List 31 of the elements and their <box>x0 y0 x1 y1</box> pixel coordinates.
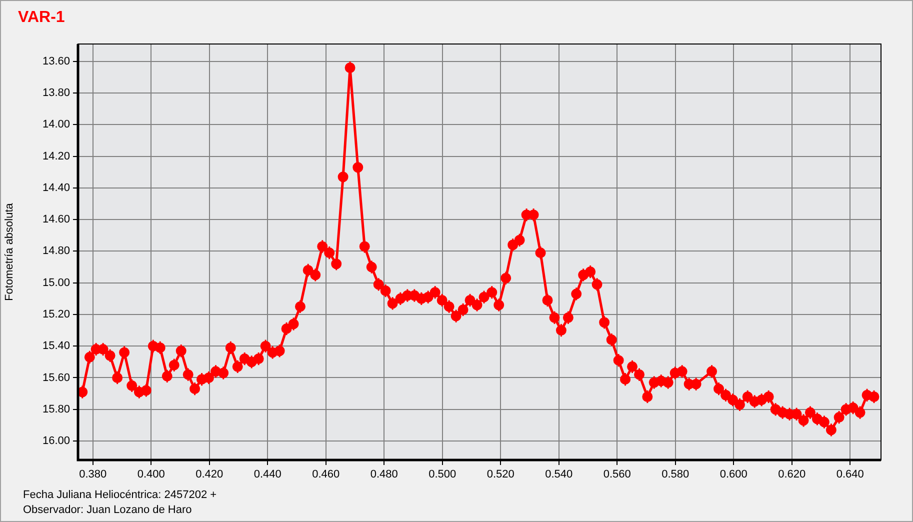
text: Observador: Juan Lozano de Haro <box>23 504 192 516</box>
y-tick-label: 14.80 <box>42 245 70 258</box>
x-tick-label: 0.640 <box>836 468 864 481</box>
x-tick-label: 0.540 <box>545 468 573 481</box>
x-tick-label: 0.460 <box>312 468 340 481</box>
x-tick-label: 0.380 <box>79 468 107 481</box>
x-tick-label: 0.600 <box>720 468 748 481</box>
x-tick-label: 0.440 <box>254 468 282 481</box>
y-tick-label: 15.20 <box>42 308 70 321</box>
x-tick-label: 0.420 <box>196 468 224 481</box>
y-tick-label: 13.80 <box>42 87 70 100</box>
x-tick-label: 0.620 <box>778 468 806 481</box>
y-axis-title: Fotometría absoluta <box>4 202 16 301</box>
y-tick-label: 14.60 <box>42 214 70 226</box>
y-tick-label: 14.00 <box>42 118 70 131</box>
y-tick-label: 15.80 <box>42 403 70 416</box>
x-tick-label: 0.500 <box>428 468 456 481</box>
y-tick-label: 15.00 <box>42 276 70 289</box>
chart-title: VAR-1 <box>18 9 65 27</box>
y-tick-label: 15.60 <box>42 372 70 384</box>
x-axis-title: Fecha Juliana Heliocéntrica: 2457202 + <box>23 489 217 501</box>
y-tick-label: 13.60 <box>42 55 70 68</box>
x-tick-label: 0.580 <box>662 468 690 481</box>
x-tick-label: 0.520 <box>486 468 514 481</box>
y-tick-label: 14.40 <box>42 182 70 194</box>
y-tick-label: 16.00 <box>42 435 70 448</box>
y-tick-label: 15.40 <box>42 340 70 352</box>
y-tick-label: 14.20 <box>42 150 70 162</box>
x-tick-label: 0.480 <box>370 468 398 481</box>
x-tick-label: 0.560 <box>603 468 631 481</box>
x-tick-label: 0.400 <box>137 468 165 481</box>
